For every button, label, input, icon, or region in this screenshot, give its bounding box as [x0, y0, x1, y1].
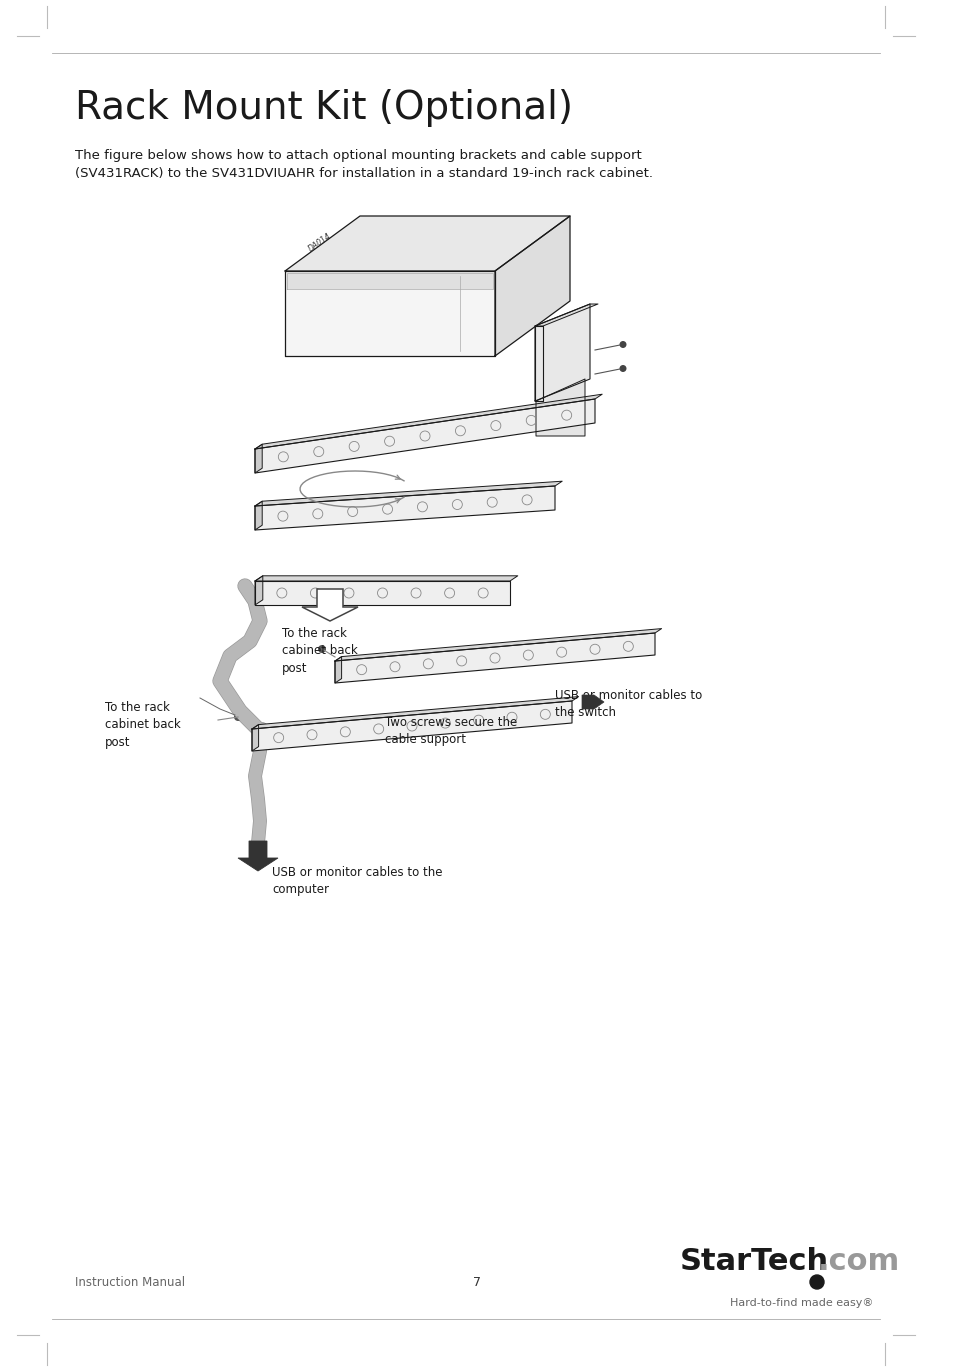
FancyBboxPatch shape: [458, 313, 475, 328]
FancyBboxPatch shape: [294, 313, 310, 328]
Polygon shape: [335, 657, 341, 683]
Polygon shape: [581, 695, 603, 709]
Circle shape: [809, 1275, 823, 1289]
Polygon shape: [287, 273, 493, 289]
Polygon shape: [254, 481, 561, 506]
Text: USB or monitor cables to
the switch: USB or monitor cables to the switch: [555, 690, 701, 720]
Polygon shape: [335, 628, 661, 661]
Text: Instruction Manual: Instruction Manual: [75, 1276, 185, 1289]
Polygon shape: [252, 696, 578, 729]
Polygon shape: [254, 399, 595, 473]
FancyBboxPatch shape: [443, 333, 457, 345]
Polygon shape: [254, 576, 517, 581]
Text: Rack Mount Kit (Optional): Rack Mount Kit (Optional): [75, 89, 573, 128]
FancyBboxPatch shape: [369, 333, 382, 345]
Circle shape: [317, 644, 326, 653]
Text: To the rack
cabinet back
post: To the rack cabinet back post: [282, 627, 357, 675]
Text: StarTech: StarTech: [679, 1248, 828, 1276]
Text: USB or monitor cables to the
computer: USB or monitor cables to the computer: [272, 866, 442, 897]
Polygon shape: [285, 271, 495, 356]
Polygon shape: [285, 217, 569, 271]
Polygon shape: [495, 217, 569, 356]
Polygon shape: [254, 444, 262, 473]
Polygon shape: [252, 701, 572, 751]
Polygon shape: [237, 840, 277, 871]
Polygon shape: [252, 725, 258, 751]
Polygon shape: [536, 378, 584, 436]
Text: To the rack
cabinet back
post: To the rack cabinet back post: [105, 701, 180, 749]
Circle shape: [618, 341, 626, 348]
FancyBboxPatch shape: [350, 296, 370, 308]
Text: The figure below shows how to attach optional mounting brackets and cable suppor: The figure below shows how to attach opt…: [75, 149, 652, 181]
Polygon shape: [335, 633, 655, 683]
Text: DA014: DA014: [307, 232, 333, 254]
FancyBboxPatch shape: [403, 313, 419, 328]
FancyBboxPatch shape: [404, 296, 424, 308]
FancyBboxPatch shape: [295, 296, 315, 308]
FancyBboxPatch shape: [349, 313, 365, 328]
FancyBboxPatch shape: [294, 333, 308, 345]
Polygon shape: [254, 581, 510, 605]
Polygon shape: [254, 485, 555, 531]
Polygon shape: [535, 304, 598, 326]
Text: Two screws secure the
cable support: Two screws secure the cable support: [385, 716, 517, 746]
FancyBboxPatch shape: [458, 296, 478, 308]
Polygon shape: [535, 326, 542, 400]
Polygon shape: [254, 395, 601, 448]
Text: .com: .com: [817, 1248, 900, 1276]
Circle shape: [618, 365, 626, 372]
Text: Hard-to-find made easy®: Hard-to-find made easy®: [729, 1298, 872, 1308]
FancyBboxPatch shape: [545, 414, 572, 430]
Polygon shape: [302, 590, 357, 621]
Polygon shape: [254, 502, 262, 531]
Circle shape: [233, 713, 242, 721]
Polygon shape: [254, 576, 262, 605]
Polygon shape: [535, 304, 589, 400]
Text: 7: 7: [473, 1276, 480, 1289]
